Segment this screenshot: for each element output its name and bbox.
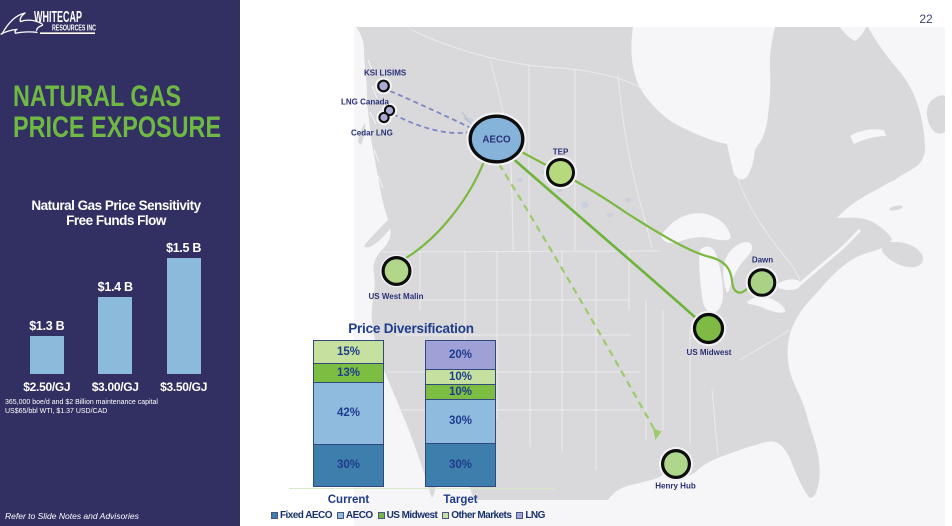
svg-text:Henry Hub: Henry Hub — [655, 482, 696, 491]
svg-text:WHITECAP: WHITECAP — [34, 9, 82, 26]
svg-text:LNG Canada: LNG Canada — [341, 98, 390, 107]
svg-text:US Midwest: US Midwest — [687, 348, 732, 357]
svg-text:RESOURCES INC: RESOURCES INC — [52, 23, 96, 32]
svg-text:US West Malin: US West Malin — [369, 292, 424, 301]
svg-text:Dawn: Dawn — [752, 256, 773, 265]
svg-text:Cedar LNG: Cedar LNG — [351, 129, 393, 138]
svg-text:TEP: TEP — [553, 148, 569, 157]
svg-text:AECO: AECO — [482, 135, 511, 146]
svg-text:KSI LISIMS: KSI LISIMS — [364, 69, 407, 78]
